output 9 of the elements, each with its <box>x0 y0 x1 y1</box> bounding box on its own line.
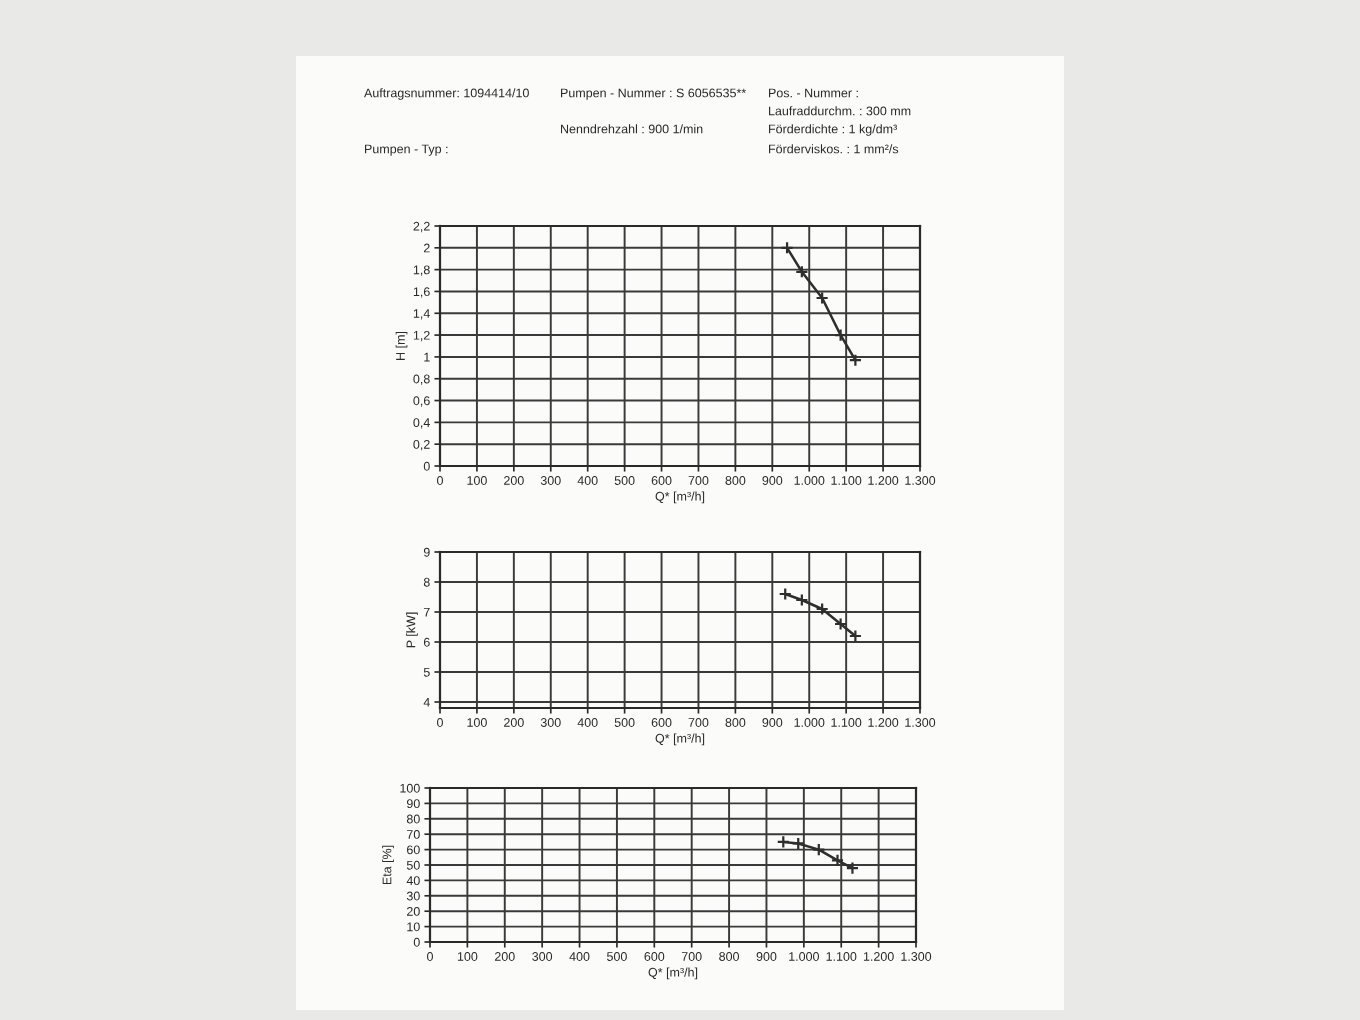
point <box>815 291 829 305</box>
point <box>815 602 829 616</box>
point <box>791 836 805 851</box>
point <box>833 328 848 342</box>
point <box>795 265 809 279</box>
point <box>812 842 826 857</box>
point <box>795 593 809 607</box>
point <box>830 853 845 868</box>
point <box>833 617 848 631</box>
